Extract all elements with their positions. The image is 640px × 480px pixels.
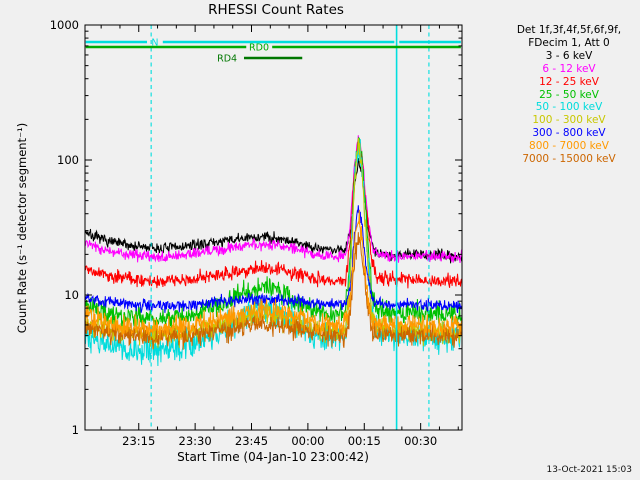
x-tick-label: 23:30 bbox=[179, 434, 212, 448]
x-tick-label: 23:15 bbox=[122, 434, 155, 448]
legend-energy-band: 6 - 12 keV bbox=[542, 62, 596, 75]
series-800-7000keV bbox=[85, 210, 462, 341]
x-tick-label: 23:45 bbox=[235, 434, 268, 448]
chart-legend: Det 1f,3f,4f,5f,6f,9f, FDecim 1, Att 0 3… bbox=[500, 24, 638, 166]
chart-generated-over: N RD0 RD4 1 10 100 1000 23:15 23:30 23:45 00:00 00:… bbox=[50, 18, 463, 448]
series-12-25keV bbox=[85, 139, 462, 289]
x-tick-label: 00:30 bbox=[404, 434, 437, 448]
series-3-6keV bbox=[85, 158, 462, 264]
legend-energy-band: 800 - 7000 keV bbox=[529, 140, 609, 153]
plot-border bbox=[84, 24, 463, 431]
y-tick-label: 10 bbox=[64, 288, 79, 302]
legend-energy-band: 50 - 100 keV bbox=[535, 101, 603, 114]
x-axis-label: Start Time (04-Jan-10 23:00:42) bbox=[177, 450, 369, 464]
legend-energy-band: 100 - 300 keV bbox=[532, 114, 606, 127]
legend-energy-band: 300 - 800 keV bbox=[532, 127, 606, 140]
chart-series-group bbox=[85, 135, 462, 367]
flag-label-N: N bbox=[151, 37, 158, 48]
series-25-50keV bbox=[85, 136, 462, 332]
legend-energy-band: 12 - 25 keV bbox=[539, 75, 599, 88]
y-tick-label: 1 bbox=[72, 423, 79, 437]
chart-title: RHESSI Count Rates bbox=[208, 2, 344, 18]
series-300-800keV bbox=[85, 205, 462, 313]
y-tick-label: 1000 bbox=[50, 18, 79, 32]
legend-energy-band: 25 - 50 keV bbox=[539, 88, 599, 101]
y-axis-label: Count Rate (s⁻¹ detector segment⁻¹) bbox=[15, 123, 29, 333]
legend-energy-band: 7000 - 15000 keV bbox=[522, 153, 616, 166]
legend-decimation: FDecim 1, Att 0 bbox=[528, 36, 610, 49]
plot-timestamp: 13-Oct-2021 15:03 bbox=[546, 465, 632, 475]
x-tick-label: 00:15 bbox=[348, 434, 381, 448]
x-tick-label: 00:00 bbox=[291, 434, 324, 448]
legend-energy-band: 3 - 6 keV bbox=[545, 49, 593, 62]
flag-label-RD4: RD4 bbox=[217, 53, 237, 64]
y-tick-label: 100 bbox=[57, 153, 79, 167]
legend-energy-bands: 3 - 6 keV 6 - 12 keV 12 - 25 keV 25 - 50 ke… bbox=[500, 50, 638, 166]
legend-detectors: Det 1f,3f,4f,5f,6f,9f, bbox=[516, 24, 622, 36]
series-6-12keV bbox=[85, 135, 462, 264]
flag-label-RD0: RD0 bbox=[249, 42, 269, 53]
